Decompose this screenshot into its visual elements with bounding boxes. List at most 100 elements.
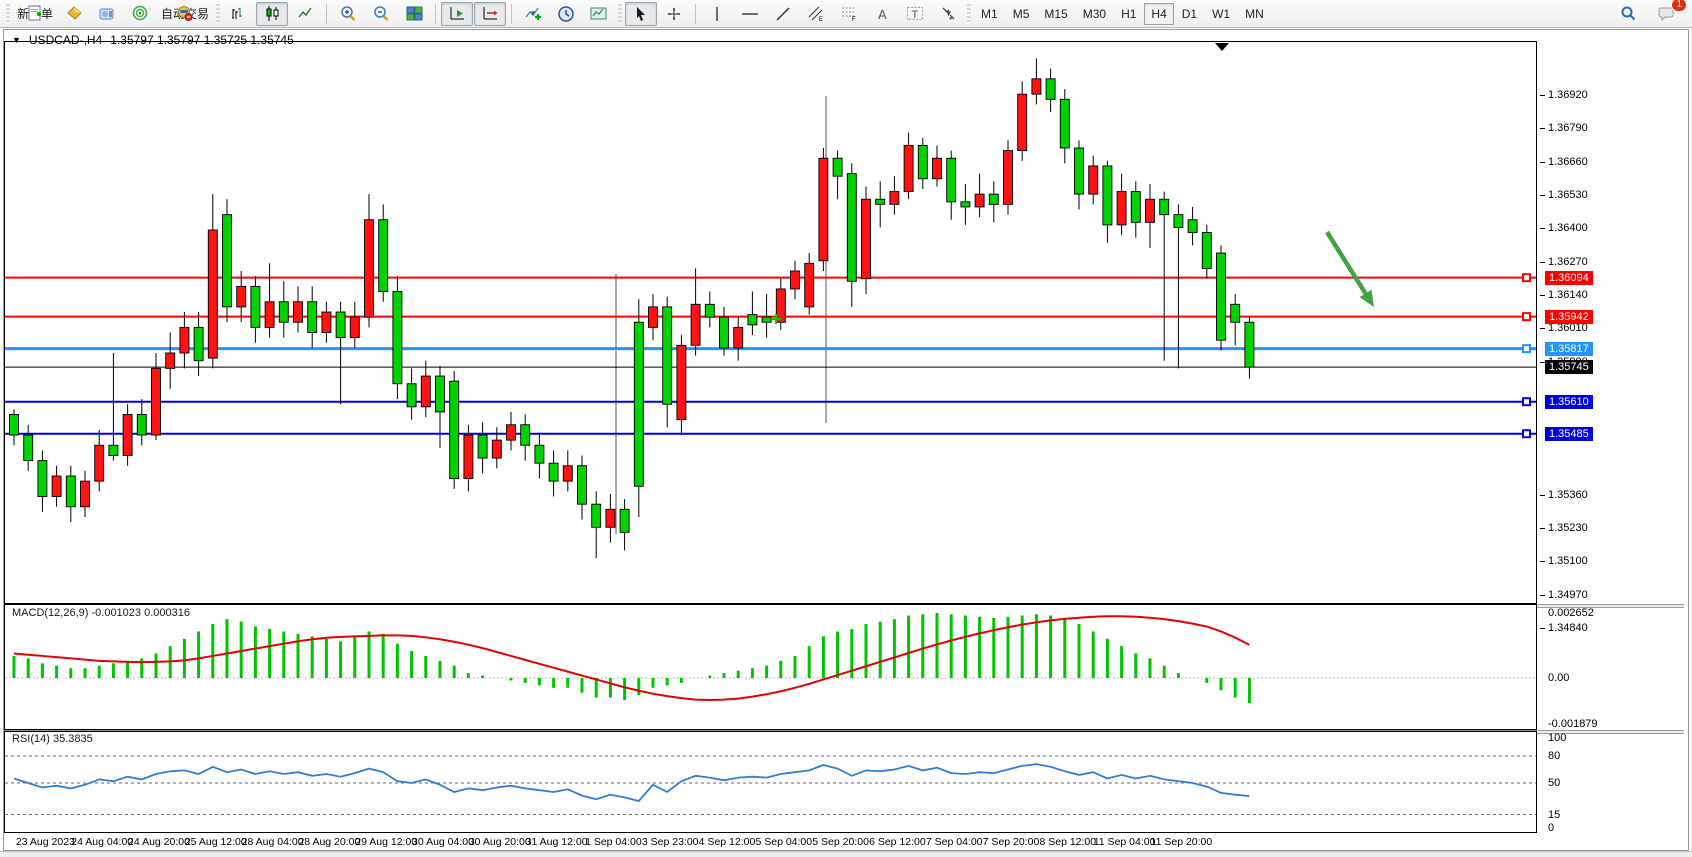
text-icon: A bbox=[878, 7, 887, 22]
level-price-label: 1.36094 bbox=[1545, 270, 1593, 285]
time-axis-label: 11 Sep 04:00 bbox=[1093, 836, 1156, 848]
macd-values: -0.001023 0.000316 bbox=[91, 607, 190, 619]
axis-tick-mark bbox=[1540, 228, 1545, 230]
status-bar bbox=[0, 851, 1692, 857]
time-axis-label: 5 Sep 04:00 bbox=[755, 836, 813, 848]
axis-tick-mark bbox=[1540, 494, 1545, 496]
axis-tick-mark bbox=[1540, 294, 1545, 296]
price-tick-label: 1.36790 bbox=[1548, 122, 1588, 135]
auto-scroll-button[interactable] bbox=[441, 1, 474, 26]
rsi-indicator-pane[interactable] bbox=[4, 731, 1537, 833]
macd-name: MACD(12,26,9) bbox=[12, 607, 89, 619]
timeframe-w1-button[interactable]: W1 bbox=[1212, 6, 1231, 21]
chart-shift-button[interactable] bbox=[474, 1, 507, 26]
line-chart-icon bbox=[297, 7, 312, 18]
level-price-label: 1.35485 bbox=[1545, 426, 1593, 441]
price-tick-label: 1.35100 bbox=[1548, 555, 1588, 568]
bar-chart-icon bbox=[231, 8, 242, 19]
arrows-shapes-icon bbox=[942, 7, 955, 20]
chart-title: ▼ USDCAD-,H4 1.35797 1.35797 1.35725 1.3… bbox=[12, 33, 294, 47]
timeframe-h1-button[interactable]: H1 bbox=[1121, 6, 1137, 21]
cursor-tool-button[interactable] bbox=[625, 1, 658, 26]
macd-indicator-pane[interactable] bbox=[4, 604, 1537, 730]
price-axis[interactable]: 1.36920 1.36790 1.36660 1.36530 1.36400 1.362… bbox=[1540, 41, 1660, 634]
text-label-tool-button[interactable]: T bbox=[899, 2, 931, 26]
channel-tool-button[interactable]: E bbox=[800, 2, 832, 26]
price-tick-label: 1.35230 bbox=[1548, 522, 1588, 535]
one-click-arrow-icon[interactable]: ▼ bbox=[12, 35, 21, 45]
zoom-in-button[interactable] bbox=[332, 2, 364, 26]
timeframe-m15-button[interactable]: M15 bbox=[1044, 6, 1068, 21]
time-axis-label: 25 Aug 12:00 bbox=[184, 836, 247, 848]
timeframe-m30-button[interactable]: M30 bbox=[1082, 6, 1107, 21]
price-tick-label: 1.36140 bbox=[1548, 288, 1588, 301]
horizontal-line-tool-button[interactable] bbox=[734, 2, 766, 26]
indicators-icon bbox=[525, 7, 541, 20]
time-axis-label: 8 Sep 12:00 bbox=[1039, 836, 1097, 848]
svg-text:T: T bbox=[912, 9, 919, 21]
bar-chart-mode-button[interactable] bbox=[223, 2, 255, 26]
text-tool-button[interactable]: A bbox=[866, 2, 898, 26]
time-axis-label: 28 Aug 04:00 bbox=[241, 836, 304, 848]
crosshair-icon bbox=[668, 7, 681, 20]
price-tick-label: 1.36270 bbox=[1548, 255, 1588, 268]
axis-tick-mark bbox=[1540, 361, 1545, 363]
level-price-label: 1.35942 bbox=[1545, 309, 1593, 324]
level-price-label: 1.35817 bbox=[1545, 341, 1593, 356]
tile-windows-button[interactable] bbox=[398, 2, 430, 26]
axis-tick-mark bbox=[1540, 328, 1545, 330]
indicators-button[interactable]: ▼ bbox=[517, 2, 549, 26]
candlestick-icon bbox=[266, 6, 279, 21]
price-tick-label: 1.34840 bbox=[1548, 622, 1588, 634]
fibonacci-tool-button[interactable]: F bbox=[833, 2, 865, 26]
time-axis[interactable]: 23 Aug 2023 24 Aug 04:00 24 Aug 20:00 25 Au… bbox=[7, 834, 1540, 850]
main-toolbar: 新订单 自动交易 ▼ ▼ bbox=[0, 0, 1692, 28]
toolbar-grip bbox=[967, 3, 972, 24]
rsi-axis-label: 15 bbox=[1548, 808, 1561, 821]
time-axis-label: 4 Sep 12:00 bbox=[698, 836, 756, 848]
rsi-axis-label: 80 bbox=[1548, 750, 1561, 762]
timeframe-m1-button[interactable]: M1 bbox=[981, 6, 998, 21]
price-tick-label: 1.34970 bbox=[1548, 588, 1588, 601]
vertical-line-tool-button[interactable] bbox=[701, 2, 733, 26]
time-axis-label: 28 Aug 20:00 bbox=[298, 836, 361, 848]
cursor-icon bbox=[637, 6, 646, 21]
crosshair-tool-button[interactable] bbox=[658, 2, 690, 26]
time-axis-label: 31 Aug 12:00 bbox=[525, 836, 588, 848]
autotrading-button[interactable]: 自动交易 bbox=[157, 2, 213, 26]
chart-ohlc-values: 1.35797 1.35797 1.35725 1.35745 bbox=[110, 33, 294, 47]
market-watch-button[interactable] bbox=[91, 2, 123, 26]
timeframe-mn-button[interactable]: MN bbox=[1245, 6, 1264, 21]
axis-tick-mark bbox=[1540, 161, 1545, 163]
rsi-axis: 100 80 50 15 0 bbox=[1540, 731, 1660, 834]
zoom-out-icon bbox=[374, 5, 389, 21]
templates-icon bbox=[590, 7, 607, 20]
candlestick-mode-button[interactable] bbox=[256, 1, 289, 26]
new-order-button[interactable]: 新订单 bbox=[13, 2, 57, 26]
timeframe-d1-button[interactable]: D1 bbox=[1181, 6, 1198, 21]
price-tick-label: 1.36010 bbox=[1548, 322, 1588, 335]
time-axis-label: 3 Sep 23:00 bbox=[641, 836, 699, 848]
profiles-button[interactable] bbox=[58, 2, 90, 26]
axis-tick-mark bbox=[1540, 261, 1545, 263]
trendline-tool-button[interactable] bbox=[767, 2, 799, 26]
zoom-in-icon bbox=[341, 5, 356, 21]
notifications-button[interactable]: 1 bbox=[1650, 0, 1687, 26]
axis-tick-mark bbox=[1540, 594, 1545, 596]
main-price-chart[interactable] bbox=[4, 41, 1537, 604]
timeframe-h4-button[interactable]: H4 bbox=[1144, 2, 1174, 25]
axis-tick-mark bbox=[1540, 628, 1545, 629]
toolbar-separator bbox=[695, 3, 697, 24]
arrows-tool-button[interactable]: ▼ bbox=[932, 2, 964, 26]
timeframe-m5-button[interactable]: M5 bbox=[1012, 6, 1030, 21]
templates-button[interactable]: ▼ bbox=[583, 2, 615, 26]
axis-tick-mark bbox=[1540, 95, 1545, 96]
rsi-indicator-label: RSI(14) 35.3835 bbox=[12, 733, 93, 745]
search-button[interactable] bbox=[1612, 2, 1644, 26]
zoom-out-button[interactable] bbox=[365, 2, 397, 26]
toolbar-separator bbox=[435, 3, 437, 24]
chart-window: ▼ USDCAD-,H4 1.35797 1.35797 1.35725 1.3… bbox=[3, 29, 1689, 851]
line-chart-mode-button[interactable] bbox=[289, 2, 321, 26]
periods-button[interactable]: ▼ bbox=[550, 2, 582, 26]
signals-button[interactable] bbox=[124, 2, 156, 26]
